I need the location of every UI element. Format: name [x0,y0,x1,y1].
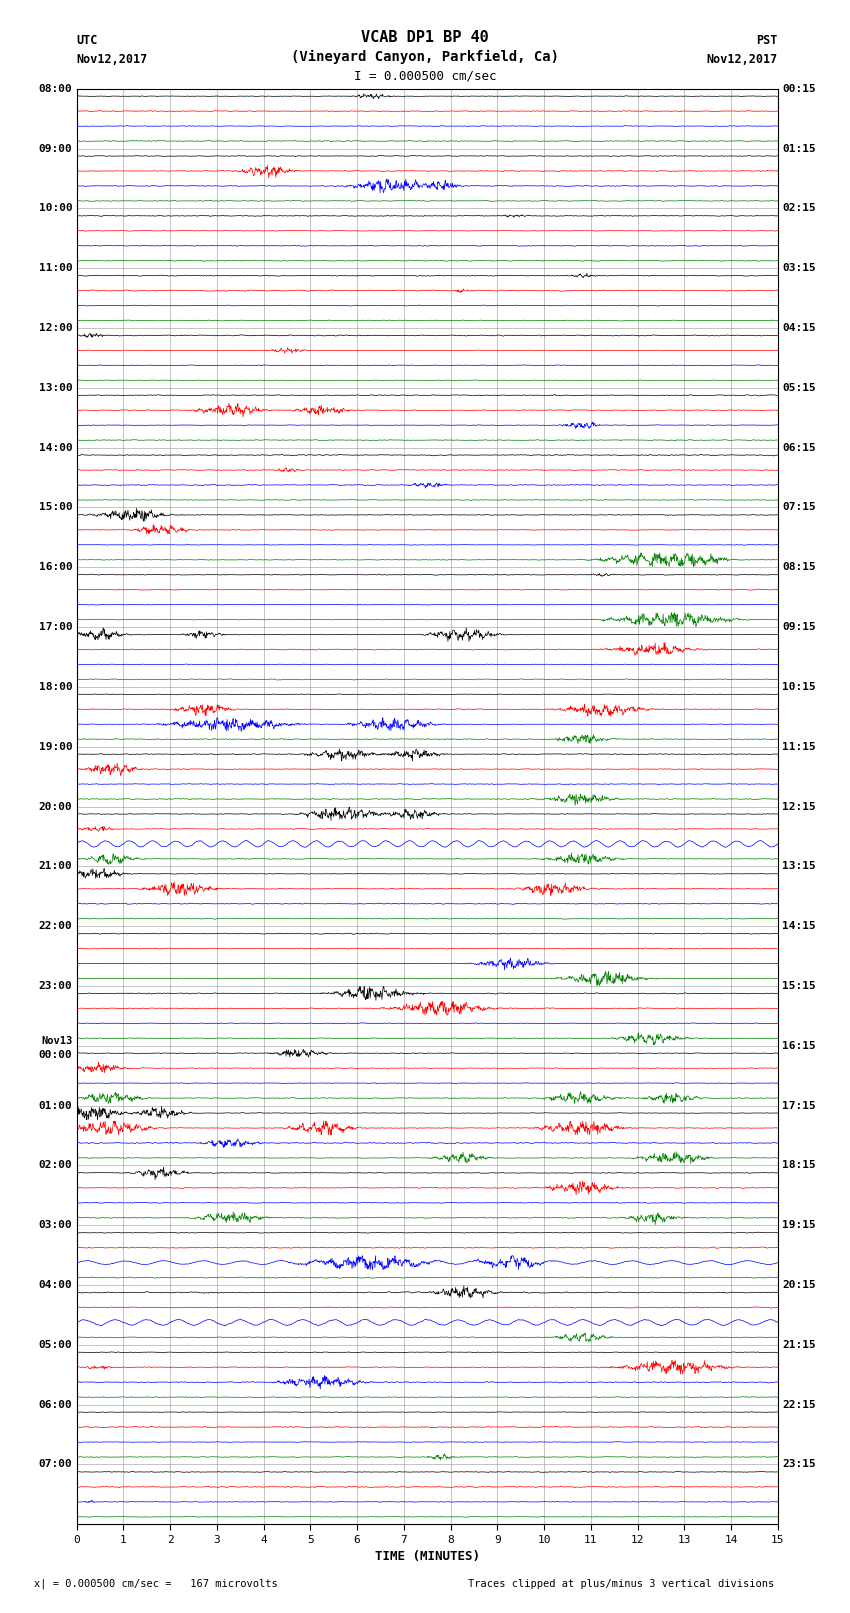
Text: 18:00: 18:00 [38,682,72,692]
Text: PST: PST [756,34,778,47]
Text: 13:00: 13:00 [38,382,72,394]
Text: 10:00: 10:00 [38,203,72,213]
X-axis label: TIME (MINUTES): TIME (MINUTES) [375,1550,479,1563]
Text: Nov12,2017: Nov12,2017 [76,53,148,66]
Text: 17:00: 17:00 [38,623,72,632]
Text: 07:15: 07:15 [782,502,816,513]
Text: 12:00: 12:00 [38,323,72,332]
Text: VCAB DP1 BP 40: VCAB DP1 BP 40 [361,29,489,45]
Text: 06:00: 06:00 [38,1400,72,1410]
Text: 12:15: 12:15 [782,802,816,811]
Text: 02:00: 02:00 [38,1160,72,1171]
Text: 15:00: 15:00 [38,502,72,513]
Text: 21:00: 21:00 [38,861,72,871]
Text: 14:00: 14:00 [38,442,72,453]
Text: I = 0.000500 cm/sec: I = 0.000500 cm/sec [354,69,496,82]
Text: 03:00: 03:00 [38,1219,72,1231]
Text: 23:00: 23:00 [38,981,72,990]
Text: 15:15: 15:15 [782,981,816,990]
Text: Traces clipped at plus/minus 3 vertical divisions: Traces clipped at plus/minus 3 vertical … [468,1579,774,1589]
Text: 01:00: 01:00 [38,1100,72,1111]
Text: (Vineyard Canyon, Parkfield, Ca): (Vineyard Canyon, Parkfield, Ca) [291,50,559,63]
Text: 21:15: 21:15 [782,1340,816,1350]
Text: 00:00: 00:00 [38,1050,72,1060]
Text: 00:15: 00:15 [782,84,816,94]
Text: 18:15: 18:15 [782,1160,816,1171]
Text: 06:15: 06:15 [782,442,816,453]
Text: Nov12,2017: Nov12,2017 [706,53,778,66]
Text: 22:00: 22:00 [38,921,72,931]
Text: 19:00: 19:00 [38,742,72,752]
Text: 14:15: 14:15 [782,921,816,931]
Text: 04:15: 04:15 [782,323,816,332]
Text: 08:00: 08:00 [38,84,72,94]
Text: 02:15: 02:15 [782,203,816,213]
Text: 07:00: 07:00 [38,1460,72,1469]
Text: 16:15: 16:15 [782,1040,816,1050]
Text: 01:15: 01:15 [782,144,816,153]
Text: 17:15: 17:15 [782,1100,816,1111]
Text: 22:15: 22:15 [782,1400,816,1410]
Text: 20:15: 20:15 [782,1281,816,1290]
Text: UTC: UTC [76,34,98,47]
Text: 10:15: 10:15 [782,682,816,692]
Text: 08:15: 08:15 [782,563,816,573]
Text: 09:15: 09:15 [782,623,816,632]
Text: 11:15: 11:15 [782,742,816,752]
Text: 03:15: 03:15 [782,263,816,273]
Text: 09:00: 09:00 [38,144,72,153]
Text: x| = 0.000500 cm/sec =   167 microvolts: x| = 0.000500 cm/sec = 167 microvolts [34,1579,278,1589]
Text: 20:00: 20:00 [38,802,72,811]
Text: 16:00: 16:00 [38,563,72,573]
Text: 13:15: 13:15 [782,861,816,871]
Text: 05:15: 05:15 [782,382,816,394]
Text: 04:00: 04:00 [38,1281,72,1290]
Text: 05:00: 05:00 [38,1340,72,1350]
Text: Nov13: Nov13 [41,1036,72,1045]
Text: 23:15: 23:15 [782,1460,816,1469]
Text: 11:00: 11:00 [38,263,72,273]
Text: 19:15: 19:15 [782,1219,816,1231]
